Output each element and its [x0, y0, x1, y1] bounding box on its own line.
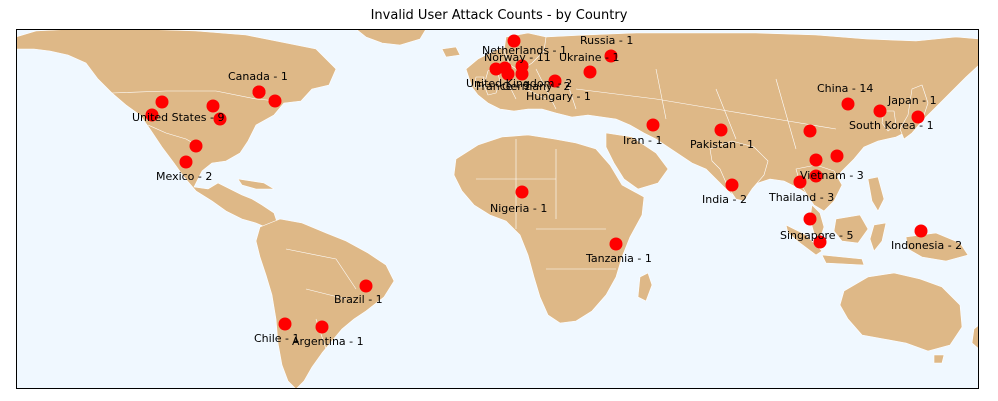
marker-cl-1 — [278, 317, 292, 331]
marker-sg-1 — [803, 212, 817, 226]
marker-tz-1 — [609, 237, 623, 251]
marker-th-2 — [809, 169, 823, 183]
marker-vn-2 — [830, 149, 844, 163]
label-hungary: Hungary - 1 — [526, 90, 591, 103]
philippines — [867, 176, 885, 212]
marker-ir-1 — [646, 118, 660, 132]
ireland — [473, 76, 485, 88]
border-us-canada — [111, 90, 279, 102]
java — [821, 254, 865, 266]
new-guinea — [905, 232, 969, 262]
label-norway: Norway - 11 — [484, 51, 551, 64]
marker-kr-1 — [911, 110, 925, 124]
iceland — [441, 46, 461, 58]
marker-id-1 — [813, 235, 827, 249]
border-asia-1 — [575, 68, 837, 150]
border-africa-1 — [476, 139, 616, 270]
marker-us-1 — [155, 95, 169, 109]
label-canada: Canada - 1 — [228, 70, 288, 83]
label-thailand: Thailand - 3 — [768, 191, 834, 204]
marker-id-2 — [914, 224, 928, 238]
attack-markers — [145, 34, 928, 334]
marker-mx-2 — [179, 155, 193, 169]
marker-us-4 — [213, 112, 227, 126]
label-vietnam: Vietnam - 3 — [800, 169, 864, 182]
marker-hu-1 — [548, 74, 562, 88]
arabia — [605, 132, 669, 190]
marker-th-1 — [793, 175, 807, 189]
north-america — [16, 29, 337, 230]
border-eu-1 — [505, 68, 577, 110]
marker-in-1 — [725, 178, 739, 192]
label-india: India - 2 — [702, 193, 747, 206]
marker-pk-1 — [714, 123, 728, 137]
label-singapore: Singapore - 5 — [780, 229, 853, 242]
korea — [881, 110, 897, 132]
marker-vn-1 — [809, 153, 823, 167]
marker-ng-1 — [515, 185, 529, 199]
borneo — [833, 214, 869, 244]
marker-ru-1 — [604, 49, 618, 63]
marker-us-3 — [206, 99, 220, 113]
label-united-states: United States - 9 — [132, 111, 224, 124]
marker-nl-1 — [507, 34, 521, 48]
marker-cn-2 — [803, 124, 817, 138]
label-chile: Chile - 1 — [254, 332, 300, 345]
cuba — [237, 178, 275, 190]
label-iran: Iran - 1 — [623, 134, 662, 147]
marker-uk-1 — [489, 62, 503, 76]
marker-fr-1 — [501, 67, 515, 81]
label-japan: Japan - 1 — [887, 94, 937, 107]
new-zealand — [971, 324, 979, 350]
australia — [839, 272, 963, 352]
marker-de-2 — [515, 59, 529, 73]
label-nigeria: Nigeria - 1 — [490, 202, 547, 215]
marker-ar-1 — [315, 320, 329, 334]
label-argentina: Argentina - 1 — [292, 335, 364, 348]
label-netherlands: Netherlands - 1 — [482, 44, 567, 57]
greenland — [355, 29, 427, 46]
country-labels: Canada - 1 United States - 9 Mexico - 2 Bra… — [132, 34, 962, 348]
sulawesi — [869, 222, 887, 252]
indochina — [795, 164, 843, 212]
label-france: France - 1 — [476, 80, 531, 93]
label-brazil: Brazil - 1 — [334, 293, 383, 306]
label-china: China - 14 — [817, 82, 873, 95]
label-ukraine: Ukraine - 1 — [559, 51, 619, 64]
label-indonesia: Indonesia - 2 — [891, 239, 962, 252]
marker-mx-1 — [189, 139, 203, 153]
world-map: Canada - 1 United States - 9 Mexico - 2 Bra… — [16, 29, 979, 389]
sumatra — [785, 224, 823, 256]
india — [709, 140, 769, 202]
marker-ca-1 — [252, 85, 266, 99]
marker-jp-1 — [873, 104, 887, 118]
map-title: Invalid User Attack Counts - by Country — [370, 8, 628, 23]
south-america — [255, 218, 395, 389]
marker-ua-1 — [583, 65, 597, 79]
label-south-korea: South Korea - 1 — [849, 119, 934, 132]
label-russia: Russia - 1 — [580, 34, 633, 47]
label-mexico: Mexico - 2 — [156, 170, 212, 183]
marker-br-1 — [359, 279, 373, 293]
label-germany: Germany - 2 — [502, 80, 571, 93]
marker-us-6 — [268, 94, 282, 108]
madagascar — [637, 272, 653, 302]
label-pakistan: Pakistan - 1 — [690, 138, 754, 151]
map-frame — [16, 29, 979, 389]
marker-us-2 — [145, 108, 159, 122]
label-united-kingdom: United Kingdom - 2 — [466, 77, 572, 90]
label-tanzania: Tanzania - 1 — [585, 252, 652, 265]
marker-cn-1 — [841, 97, 855, 111]
tasmania — [933, 354, 945, 364]
